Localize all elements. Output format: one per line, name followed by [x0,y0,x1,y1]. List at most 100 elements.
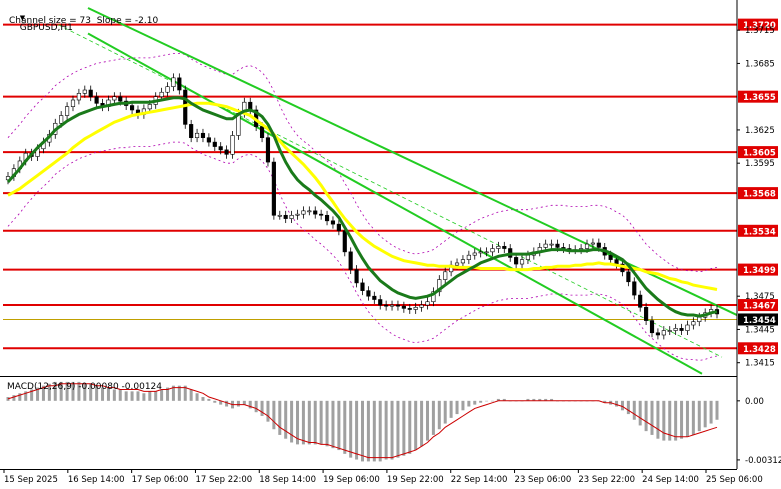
macd-bar-8 [53,381,57,401]
candle-body-45 [271,161,276,216]
macd-bar-6 [41,385,45,401]
macd-bar-22 [136,391,140,401]
macd-bar-64 [384,400,388,460]
price-tick-5: 1.3445 [745,325,775,335]
candle-body-61 [366,290,371,297]
channel-info: Channel size = 73 Slope = -2.10 [9,16,159,26]
candle-body-76 [454,262,460,266]
candle-body-26 [159,91,164,97]
candle-body-36 [218,146,223,151]
macd-bar-66 [396,400,400,458]
candle-body-38 [230,135,235,155]
level-label-bg-2 [738,146,778,159]
candle-body-60 [360,282,365,291]
time-axis: 15 Sep 2025 16 Sep 14:00 17 Sep 06:00 17 Se… [3,469,763,485]
macd-bar-84 [502,398,506,401]
macd-bar-14 [89,383,93,401]
macd-bar-115 [685,400,689,437]
candle-body-65 [389,304,395,307]
candle-body-109 [649,320,655,334]
macd-bar-76 [455,400,459,415]
candle-body-111 [661,330,666,336]
candle-body-34 [206,137,211,143]
level-label-bg-5 [738,263,778,276]
macd-bar-2 [18,393,22,401]
macd-bar-34 [207,398,211,401]
candle-body-102 [608,254,613,260]
candle-body-100 [596,242,601,248]
candle-body-67 [401,305,406,309]
channel-mid [57,24,723,358]
macd-bar-31 [189,389,193,401]
macd-bar-52 [313,400,317,445]
candle-body-103 [614,259,619,265]
symbol-label: ▼ GBPUSD,H1 [14,3,73,33]
macd-bar-116 [691,400,695,435]
macd-bar-44 [266,400,270,422]
candle-body-112 [667,330,672,332]
candle-body-114 [679,328,684,331]
ma-green-line [6,96,718,318]
macd-bar-58 [349,400,353,458]
candle-body-92 [549,243,554,246]
time-tick-8: 23 Sep 06:00 [515,475,572,485]
level-label-4: 1.3534 [743,227,776,237]
macd-bar-36 [219,400,223,405]
macd-bar-106 [632,400,636,420]
macd-bar-89 [532,398,536,401]
macd-tick-1: -0.00312 [745,456,781,466]
macd-bar-35 [213,400,217,403]
candle-body-70 [419,304,424,308]
candle-body-58 [348,251,353,270]
macd-bar-45 [272,400,276,430]
candle-body-50 [301,210,306,215]
macd-bar-15 [95,385,99,401]
candle-body-69 [413,306,418,310]
candle-body-116 [691,321,696,326]
macd-bar-65 [390,400,394,460]
macd-bar-81 [485,400,489,402]
time-tick-1: 16 Sep 14:00 [68,475,125,485]
macd-bar-107 [638,400,642,426]
macd-bar-70 [420,400,424,447]
candle-body-107 [638,294,643,308]
macd-bar-104 [620,400,624,411]
macd-bar-4 [30,389,34,401]
time-tick-2: 17 Sep 06:00 [132,475,189,485]
macd-bar-17 [106,387,110,401]
support-resistance-levels: 1.3720 1.3655 1.3605 1.3568 1.3534 1.3499 1.34… [3,18,778,355]
macd-bar-57 [343,400,347,454]
candle-body-105 [626,271,631,283]
candle-body-79 [472,252,477,256]
candle-body-47 [283,214,288,219]
candle-body-29 [177,77,182,91]
macd-bar-92 [550,398,554,401]
candle-body-108 [644,306,649,321]
macd-bar-60 [361,400,364,462]
macd-bar-0 [6,397,10,401]
time-tick-9: 23 Sep 22:00 [578,475,635,485]
candle-body-78 [466,254,471,260]
candle-body-44 [265,137,271,163]
candle-body-71 [425,301,430,306]
macd-bar-69 [414,400,418,451]
level-label-6: 1.3467 [743,302,776,312]
candle-body-59 [354,269,359,284]
macd-bar-88 [526,398,530,401]
macd-bar-118 [703,400,707,428]
level-label-bg-4 [738,224,778,237]
current-price-label-bg [738,313,778,326]
macd-bar-9 [59,381,63,401]
macd-bar-3 [24,391,28,401]
candle-body-28 [171,77,176,87]
macd-bar-75 [449,400,453,418]
candle-body-68 [407,308,412,310]
candlesticks [5,73,720,340]
macd-bar-113 [674,400,678,441]
macd-bar-83 [496,398,500,401]
macd-bar-29 [177,385,181,401]
macd-info: MACD(12,26,9) -0.00080 -0.00124 [7,382,163,392]
triangle-icon: ▼ [19,14,26,22]
macd-bar-32 [195,393,199,401]
